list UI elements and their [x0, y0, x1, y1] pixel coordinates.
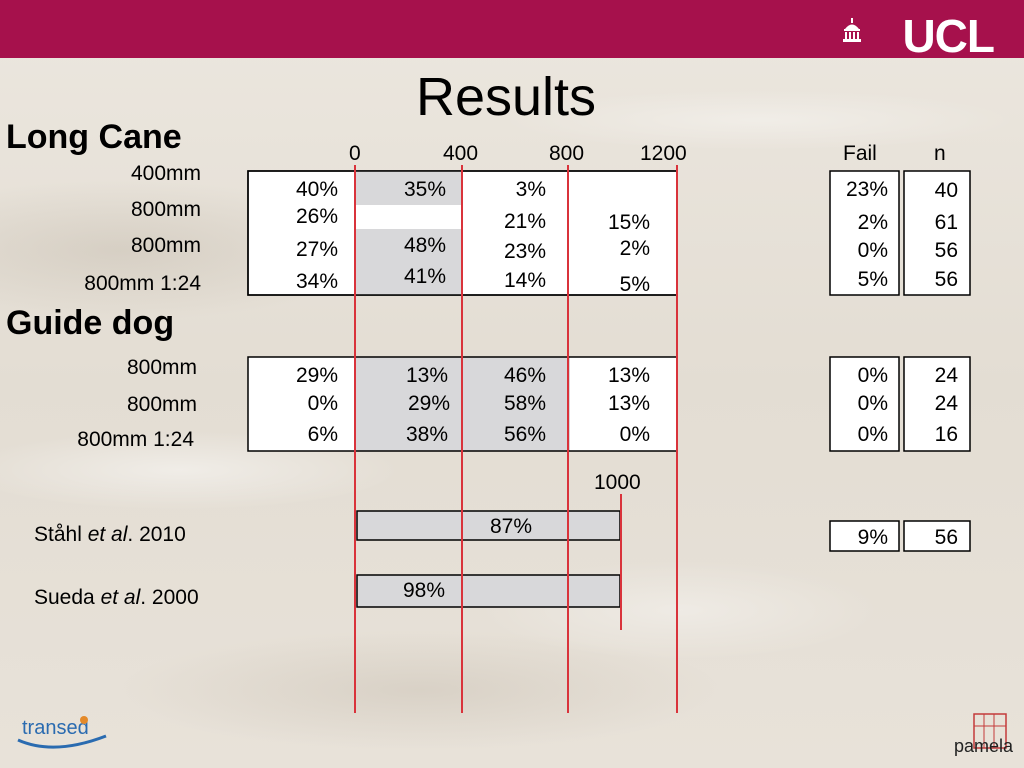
- table-cell: 21%: [504, 210, 546, 233]
- sueda-bar: [356, 574, 621, 608]
- shaded-cell: [356, 171, 462, 205]
- ucl-portico-icon: [843, 18, 861, 42]
- reference-bars: 87% 98% 9% 56: [356, 510, 971, 608]
- fail-cell: 0%: [858, 392, 888, 415]
- stahl-fail-box: [829, 520, 900, 552]
- n-cell: 61: [935, 211, 958, 234]
- stahl-bar: [356, 510, 621, 541]
- reference-sueda: Sueda et al. 2000: [34, 586, 199, 610]
- long-cane-row-label: 800mm 1:24: [84, 272, 201, 295]
- stahl-bar-label: 87%: [490, 515, 532, 538]
- n-cell: 24: [935, 364, 959, 387]
- table-cell: 3%: [516, 178, 546, 201]
- sueda-bar-label: 98%: [403, 579, 445, 602]
- n-box: [903, 356, 971, 452]
- table-cell: 41%: [404, 265, 446, 288]
- table-cell: 56%: [504, 423, 546, 446]
- fail-cell: 2%: [858, 211, 888, 234]
- reference-etal: et al: [100, 586, 141, 609]
- n-cell: 40: [935, 179, 958, 202]
- reference-author: Sueda: [34, 586, 101, 609]
- guide-dog-row-label: 800mm: [126, 393, 197, 416]
- long-cane-row-label: 800mm: [130, 198, 201, 221]
- table-cell: 34%: [296, 270, 338, 293]
- fail-cell: 23%: [846, 178, 888, 201]
- table-cell: 13%: [608, 364, 650, 387]
- reference-stahl: Ståhl et al. 2010: [34, 523, 186, 547]
- svg-text:pamela: pamela: [954, 736, 1014, 756]
- guide-dog-row-label: 800mm: [126, 356, 197, 379]
- reference-author: Ståhl: [34, 523, 88, 546]
- n-cell: 56: [935, 268, 958, 291]
- long-cane-row-label: 400mm: [130, 162, 201, 185]
- guide-dog-fail-n: 0% 0% 0% 24 24 16: [829, 356, 971, 452]
- shaded-cell: [356, 357, 462, 451]
- fail-cell: 0%: [858, 423, 888, 446]
- axis-tick-label: 400: [443, 142, 479, 165]
- svg-text:transed: transed: [22, 717, 89, 739]
- axis-tick-label: 0: [349, 142, 361, 165]
- shaded-cell: [356, 229, 462, 295]
- fail-box: [829, 356, 900, 452]
- table-cell: 46%: [504, 364, 546, 387]
- ucl-logo: UCL: [902, 10, 995, 62]
- long-cane-fail-n: 23% 2% 0% 5% 40 61 56 56: [829, 170, 971, 296]
- pamela-logo: pamela: [954, 713, 1014, 756]
- axis-tick-label: 800: [549, 142, 585, 165]
- slide-title: Results: [416, 67, 597, 127]
- n-cell: 56: [935, 239, 958, 262]
- stahl-n-box: [903, 520, 971, 552]
- reference-year: . 2000: [140, 586, 199, 609]
- fail-box: [829, 170, 900, 296]
- table-cell: 0%: [620, 423, 650, 446]
- guide-dog-heading: Guide dog: [6, 304, 175, 342]
- table-cell: 29%: [296, 364, 338, 387]
- fail-cell: 0%: [858, 239, 888, 262]
- shaded-cell: [462, 357, 570, 451]
- table-cell: 2%: [620, 237, 650, 260]
- reference-etal: et al: [87, 523, 128, 546]
- table-cell: 29%: [408, 392, 450, 415]
- table-cell: 13%: [608, 392, 650, 415]
- long-cane-heading: Long Cane: [6, 118, 182, 156]
- axis-tick-label: 1200: [640, 142, 687, 165]
- distance-marker-lines: [354, 165, 678, 713]
- header-bar: UCL: [0, 0, 1024, 62]
- table-cell: 35%: [404, 178, 446, 201]
- table-cell: 48%: [404, 234, 446, 257]
- table-cell: 15%: [608, 211, 650, 234]
- table-cell: 13%: [406, 364, 448, 387]
- table-cell: 23%: [504, 240, 546, 263]
- table-cell: 40%: [296, 178, 338, 201]
- guide-dog-row-label: 800mm 1:24: [77, 428, 194, 451]
- fail-cell: 5%: [858, 268, 888, 291]
- n-column-header: n: [934, 142, 946, 165]
- table-cell: 0%: [308, 392, 338, 415]
- n-cell: 24: [935, 392, 959, 415]
- table-cell: 14%: [504, 269, 546, 292]
- transed-logo: transed: [17, 716, 107, 749]
- fail-cell: 0%: [858, 364, 888, 387]
- fail-column-header: Fail: [843, 142, 877, 165]
- reference-year: . 2010: [127, 523, 186, 546]
- table-cell: 5%: [620, 273, 650, 296]
- n-cell: 16: [935, 423, 958, 446]
- table-cell: 27%: [296, 238, 338, 261]
- stahl-fail-value: 9%: [858, 526, 888, 549]
- table-cell: 58%: [504, 392, 546, 415]
- long-cane-row-label: 800mm: [130, 234, 201, 257]
- table-cell: 38%: [406, 423, 448, 446]
- axis-tick-label-1000: 1000: [594, 471, 641, 494]
- table-cell: 6%: [308, 423, 338, 446]
- table-cell: 26%: [296, 205, 338, 228]
- n-box: [903, 170, 971, 296]
- stahl-n-value: 56: [935, 526, 958, 549]
